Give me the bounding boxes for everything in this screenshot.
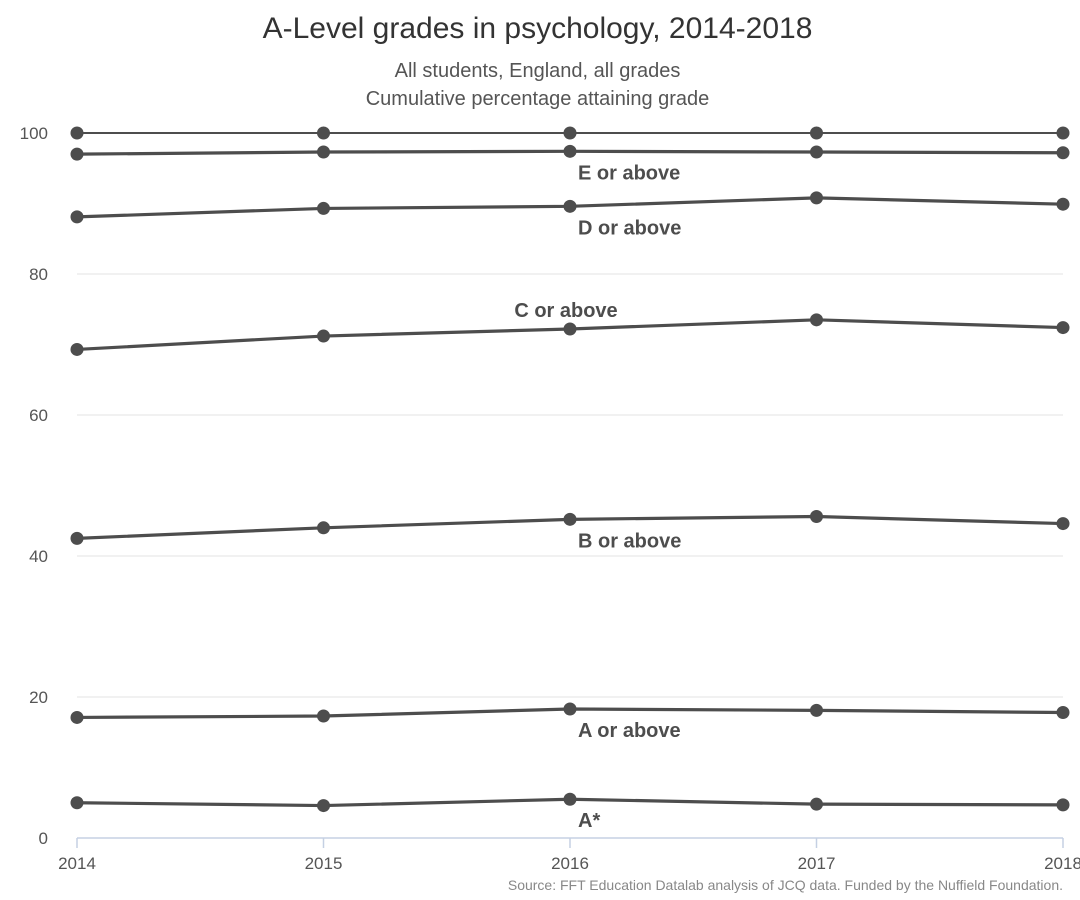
series-label-b-or-above: B or above — [578, 530, 681, 552]
series-e-or-above — [70, 144, 1070, 161]
data-point-c-or-above-2016 — [563, 322, 577, 336]
data-point-d-or-above-2014 — [70, 210, 84, 224]
data-point-a-star-2015 — [317, 799, 330, 813]
x-tick-label-2017: 2017 — [798, 854, 836, 873]
data-point-b-or-above-2016 — [563, 512, 577, 526]
y-tick-label-0: 0 — [39, 829, 48, 848]
data-point-e-or-above-2015 — [317, 145, 330, 159]
data-point-e-or-above-2018 — [1056, 146, 1070, 160]
data-point-a-star-2014 — [70, 796, 84, 810]
data-point-c-or-above-2014 — [70, 342, 84, 356]
data-point-e-or-above-2017 — [810, 145, 823, 159]
data-point-a-or-above-2016 — [563, 702, 577, 716]
data-point-d-or-above-2017 — [810, 191, 823, 205]
data-point-b-or-above-2014 — [70, 531, 84, 545]
data-point-all-2016 — [563, 126, 577, 140]
data-point-c-or-above-2018 — [1056, 321, 1070, 335]
series-label-c-or-above: C or above — [514, 300, 617, 322]
series-label-a-star: A* — [578, 810, 600, 832]
axes: 0 20 40 60 80 100 2014 2015 2016 2017 2018 — [20, 124, 1080, 873]
x-tick-label-2016: 2016 — [551, 854, 589, 873]
y-tick-label-40: 40 — [29, 547, 48, 566]
series-a-star — [70, 792, 1070, 813]
data-point-a-or-above-2017 — [810, 703, 823, 717]
data-point-a-or-above-2014 — [70, 710, 84, 724]
data-point-c-or-above-2015 — [317, 329, 330, 343]
x-tick-label-2018: 2018 — [1044, 854, 1080, 873]
data-point-c-or-above-2017 — [810, 313, 823, 327]
data-point-all-2018 — [1056, 126, 1070, 140]
data-point-all-2014 — [70, 126, 84, 140]
data-point-b-or-above-2015 — [317, 521, 330, 535]
data-point-b-or-above-2018 — [1056, 517, 1070, 531]
data-point-b-or-above-2017 — [810, 510, 823, 524]
chart-subtitle-line-1: All students, England, all grades — [394, 60, 681, 82]
series-label-d-or-above: D or above — [578, 217, 681, 239]
data-point-e-or-above-2016 — [563, 144, 577, 158]
data-point-a-or-above-2018 — [1056, 706, 1070, 720]
source-note: Source: FFT Education Datalab analysis o… — [507, 877, 1063, 893]
series-a-or-above — [70, 702, 1070, 724]
x-tick-label-2015: 2015 — [305, 854, 343, 873]
series-labels: E or above D or above C or above B or above… — [514, 162, 681, 832]
x-tick-label-2014: 2014 — [58, 854, 96, 873]
data-point-e-or-above-2014 — [70, 147, 84, 161]
y-tick-label-20: 20 — [29, 688, 48, 707]
y-tick-label-60: 60 — [29, 406, 48, 425]
series-b-or-above — [70, 510, 1070, 545]
data-point-d-or-above-2016 — [563, 199, 577, 213]
series-label-e-or-above: E or above — [578, 162, 680, 184]
data-point-d-or-above-2018 — [1056, 197, 1070, 211]
series-c-or-above — [70, 313, 1070, 356]
data-point-a-star-2017 — [810, 797, 823, 811]
y-tick-label-80: 80 — [29, 265, 48, 284]
data-point-a-star-2016 — [563, 792, 577, 806]
chart-title: A-Level grades in psychology, 2014-2018 — [262, 12, 813, 45]
series-all — [70, 126, 1070, 140]
data-point-all-2017 — [810, 126, 823, 140]
series-label-a-or-above: A or above — [578, 720, 681, 742]
series-d-or-above — [70, 191, 1070, 224]
data-point-d-or-above-2015 — [317, 201, 330, 215]
data-point-a-star-2018 — [1056, 798, 1070, 812]
y-tick-label-100: 100 — [20, 124, 48, 143]
gridlines — [77, 132, 1063, 698]
data-point-all-2015 — [317, 126, 330, 140]
chart-subtitle-line-2: Cumulative percentage attaining grade — [365, 88, 710, 110]
data-point-a-or-above-2015 — [317, 709, 330, 723]
series — [70, 126, 1070, 813]
